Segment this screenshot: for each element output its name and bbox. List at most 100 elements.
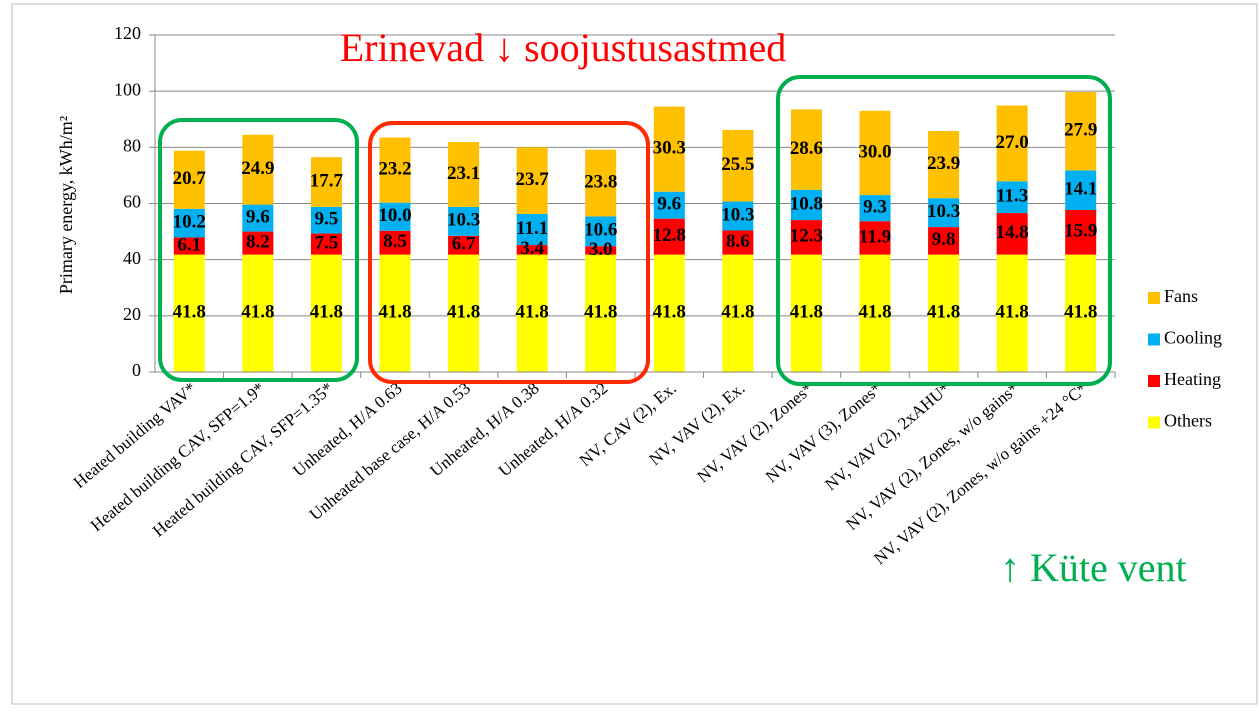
bar-segment bbox=[859, 221, 891, 255]
bar-segment bbox=[242, 204, 274, 232]
data-label: 10.2 bbox=[173, 212, 206, 233]
bar-segment bbox=[242, 134, 274, 205]
data-label: 30.0 bbox=[858, 141, 891, 162]
bar-segment bbox=[996, 105, 1028, 182]
data-label: 41.8 bbox=[790, 302, 823, 323]
data-label: 27.9 bbox=[1064, 120, 1097, 141]
bar-segment bbox=[928, 198, 960, 228]
bar-segment bbox=[722, 230, 754, 255]
legend-label: Fans bbox=[1164, 286, 1198, 306]
bar-segment bbox=[1065, 254, 1097, 372]
data-label: 9.6 bbox=[657, 194, 681, 215]
data-label: 11.3 bbox=[996, 186, 1028, 207]
data-label: 9.5 bbox=[315, 209, 339, 230]
data-label: 30.3 bbox=[653, 138, 686, 159]
data-label: 23.8 bbox=[584, 171, 617, 192]
group-box bbox=[776, 75, 1112, 386]
bar-segment bbox=[1065, 92, 1097, 171]
bar-segment bbox=[790, 109, 822, 190]
data-label: 8.2 bbox=[246, 231, 270, 252]
data-label: 10.3 bbox=[927, 201, 960, 222]
data-label: 20.7 bbox=[173, 168, 207, 189]
data-label: 41.8 bbox=[927, 302, 960, 323]
bar-segment bbox=[653, 254, 685, 372]
bar-segment bbox=[310, 206, 342, 234]
data-label: 15.9 bbox=[1064, 221, 1097, 242]
bar-segment bbox=[653, 106, 685, 192]
bar-segment bbox=[379, 254, 411, 372]
bar-segment bbox=[242, 254, 274, 372]
bar-segment bbox=[653, 191, 685, 219]
data-label: 17.7 bbox=[310, 170, 344, 191]
data-label: 12.8 bbox=[653, 225, 686, 246]
bar-segment bbox=[585, 254, 617, 372]
bar-segment bbox=[448, 206, 480, 236]
bar-segment bbox=[859, 110, 891, 196]
bar-segment bbox=[310, 233, 342, 255]
data-label: 8.6 bbox=[726, 231, 750, 252]
bar-segment bbox=[516, 213, 548, 246]
legend-swatch bbox=[1148, 375, 1160, 387]
data-label: 41.8 bbox=[653, 302, 686, 323]
bar-segment bbox=[996, 254, 1028, 372]
bar-segment bbox=[1065, 170, 1097, 210]
bar-segment bbox=[1065, 209, 1097, 255]
data-label: 23.7 bbox=[516, 169, 550, 190]
data-label: 11.9 bbox=[859, 226, 891, 247]
bar-segment bbox=[310, 157, 342, 207]
data-label: 3.0 bbox=[589, 239, 613, 260]
y-tick-label: 20 bbox=[123, 304, 141, 324]
annotation: ↑ Küte vent bbox=[1000, 545, 1187, 590]
data-label: 41.8 bbox=[447, 302, 480, 323]
bar-segment bbox=[448, 254, 480, 372]
data-label: 10.3 bbox=[721, 204, 754, 225]
y-axis-label: Primary energy, kWh/m² bbox=[56, 116, 76, 294]
data-label: 24.9 bbox=[241, 158, 274, 179]
data-label: 10.6 bbox=[584, 220, 617, 241]
data-label: 7.5 bbox=[315, 232, 339, 253]
data-label: 41.8 bbox=[310, 302, 343, 323]
y-tick-label: 120 bbox=[114, 23, 141, 43]
bar-segment bbox=[379, 230, 411, 255]
bar-segment bbox=[859, 254, 891, 372]
data-label: 41.8 bbox=[516, 302, 549, 323]
data-label: 11.1 bbox=[516, 218, 548, 239]
data-label: 41.8 bbox=[173, 302, 206, 323]
y-tick-label: 100 bbox=[114, 79, 141, 99]
bar-segment bbox=[516, 245, 548, 255]
data-label: 8.5 bbox=[383, 231, 407, 252]
data-label: 9.8 bbox=[932, 229, 956, 250]
group-box bbox=[158, 118, 359, 382]
data-label: 23.2 bbox=[378, 158, 411, 179]
bar-segment bbox=[859, 195, 891, 222]
data-label: 6.7 bbox=[452, 234, 476, 255]
data-label: 41.8 bbox=[721, 302, 754, 323]
data-label: 3.4 bbox=[520, 238, 544, 259]
bar-segment bbox=[379, 137, 411, 203]
data-label: 25.5 bbox=[721, 154, 754, 175]
bar-segment bbox=[516, 254, 548, 372]
data-label: 41.8 bbox=[378, 302, 411, 323]
bar-segment bbox=[722, 254, 754, 372]
data-label: 23.9 bbox=[927, 153, 960, 174]
legend-swatch bbox=[1148, 333, 1160, 346]
bar-segment bbox=[448, 141, 480, 207]
y-tick-label: 40 bbox=[123, 248, 141, 268]
bar-segment bbox=[928, 254, 960, 372]
bar-segment bbox=[790, 254, 822, 372]
data-label: 41.8 bbox=[858, 302, 891, 323]
bar-segment bbox=[173, 208, 205, 238]
bar-segment bbox=[722, 201, 754, 231]
legend-label: Heating bbox=[1164, 369, 1221, 389]
bar-segment bbox=[173, 150, 205, 209]
data-label: 41.8 bbox=[1064, 302, 1097, 323]
group-box bbox=[368, 121, 650, 384]
bar-segment bbox=[310, 254, 342, 372]
data-label: 41.8 bbox=[996, 302, 1029, 323]
bar-segment bbox=[653, 218, 685, 255]
bar-segment bbox=[996, 181, 1028, 214]
bar-segment bbox=[585, 246, 617, 255]
data-label: 14.1 bbox=[1064, 179, 1097, 200]
